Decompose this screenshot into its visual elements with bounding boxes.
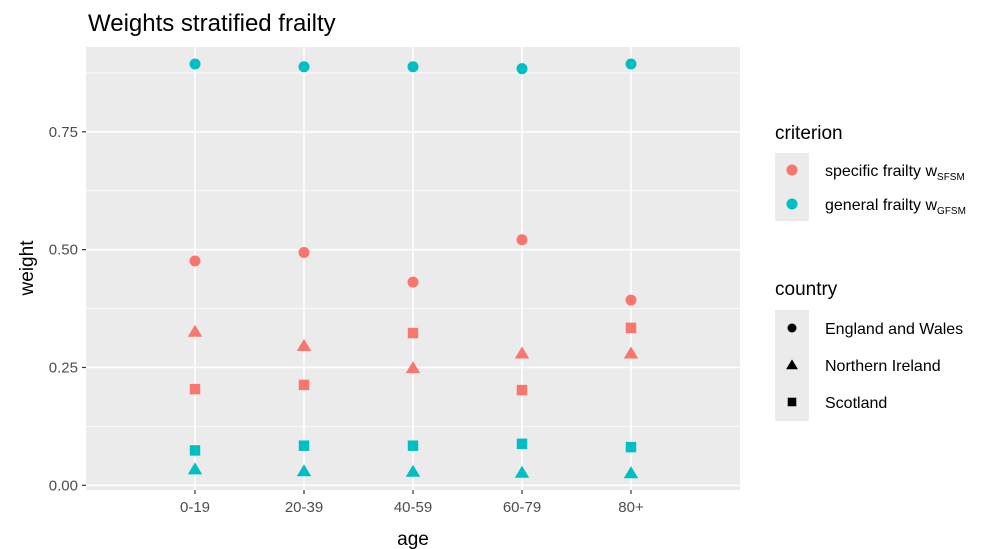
data-point	[514, 465, 530, 478]
x-tick-label: 40-59	[394, 499, 432, 516]
y-tick-label: 0.25	[49, 359, 78, 376]
data-point	[187, 324, 203, 337]
data-point	[623, 346, 639, 359]
data-point	[405, 464, 421, 477]
data-point	[407, 327, 419, 339]
data-point	[625, 58, 637, 70]
chart-title: Weights stratified frailty	[88, 10, 336, 37]
data-point	[516, 63, 528, 75]
legend-key-circle	[787, 323, 797, 333]
data-point	[187, 462, 203, 475]
data-point	[189, 58, 201, 70]
data-point	[298, 61, 310, 73]
data-point	[625, 294, 637, 306]
data-point	[407, 61, 419, 73]
data-point	[407, 276, 419, 288]
data-point	[514, 346, 530, 359]
y-axis: 0.00 0.25 0.50 0.75	[49, 124, 86, 494]
legend-key-general	[786, 198, 798, 210]
data-point	[189, 445, 201, 456]
legend-criterion: criterion specific frailty wSFSM general …	[775, 123, 966, 221]
legend-label-country: Northern Ireland	[825, 358, 941, 375]
y-tick-label: 0.00	[49, 477, 78, 494]
grid	[86, 47, 740, 490]
data-point	[405, 361, 421, 374]
y-tick-label: 0.50	[49, 242, 78, 259]
data-point	[516, 234, 528, 246]
legend-label-country: England and Wales	[825, 321, 963, 338]
data-point	[189, 255, 201, 267]
legend-key-square	[787, 397, 797, 407]
y-tick-label: 0.75	[49, 124, 78, 141]
y-axis-title: weight	[17, 240, 38, 297]
legend-criterion-title: criterion	[775, 123, 843, 144]
data-point	[516, 438, 528, 450]
x-tick-label: 0-19	[180, 499, 210, 516]
data-point	[407, 440, 419, 451]
data-point	[625, 441, 637, 453]
data-point	[625, 322, 637, 334]
legend-key-specific	[786, 164, 798, 176]
data-point	[189, 383, 201, 395]
legend-key-triangle	[786, 359, 798, 370]
data-point	[298, 379, 310, 391]
x-tick-label: 20-39	[285, 499, 323, 516]
legend-label-specific: specific frailty wSFSM	[825, 163, 965, 183]
legend-country: country England and Wales Northern Irelan…	[775, 279, 963, 421]
data-point	[516, 384, 528, 396]
x-tick-label: 80+	[618, 499, 644, 516]
x-axis-title: age	[397, 529, 429, 549]
x-axis: 0-19 20-39 40-59 60-79 80+	[180, 490, 644, 516]
legend-label-general: general frailty wGFSM	[825, 197, 966, 217]
data-point	[296, 338, 312, 351]
data-point	[623, 466, 639, 479]
data-point	[296, 464, 312, 477]
data-points	[187, 58, 639, 479]
legend-label-country: Scotland	[825, 395, 887, 412]
data-point	[298, 440, 310, 451]
legend-country-title: country	[775, 279, 838, 300]
data-point	[298, 246, 310, 258]
x-tick-label: 60-79	[503, 499, 541, 516]
